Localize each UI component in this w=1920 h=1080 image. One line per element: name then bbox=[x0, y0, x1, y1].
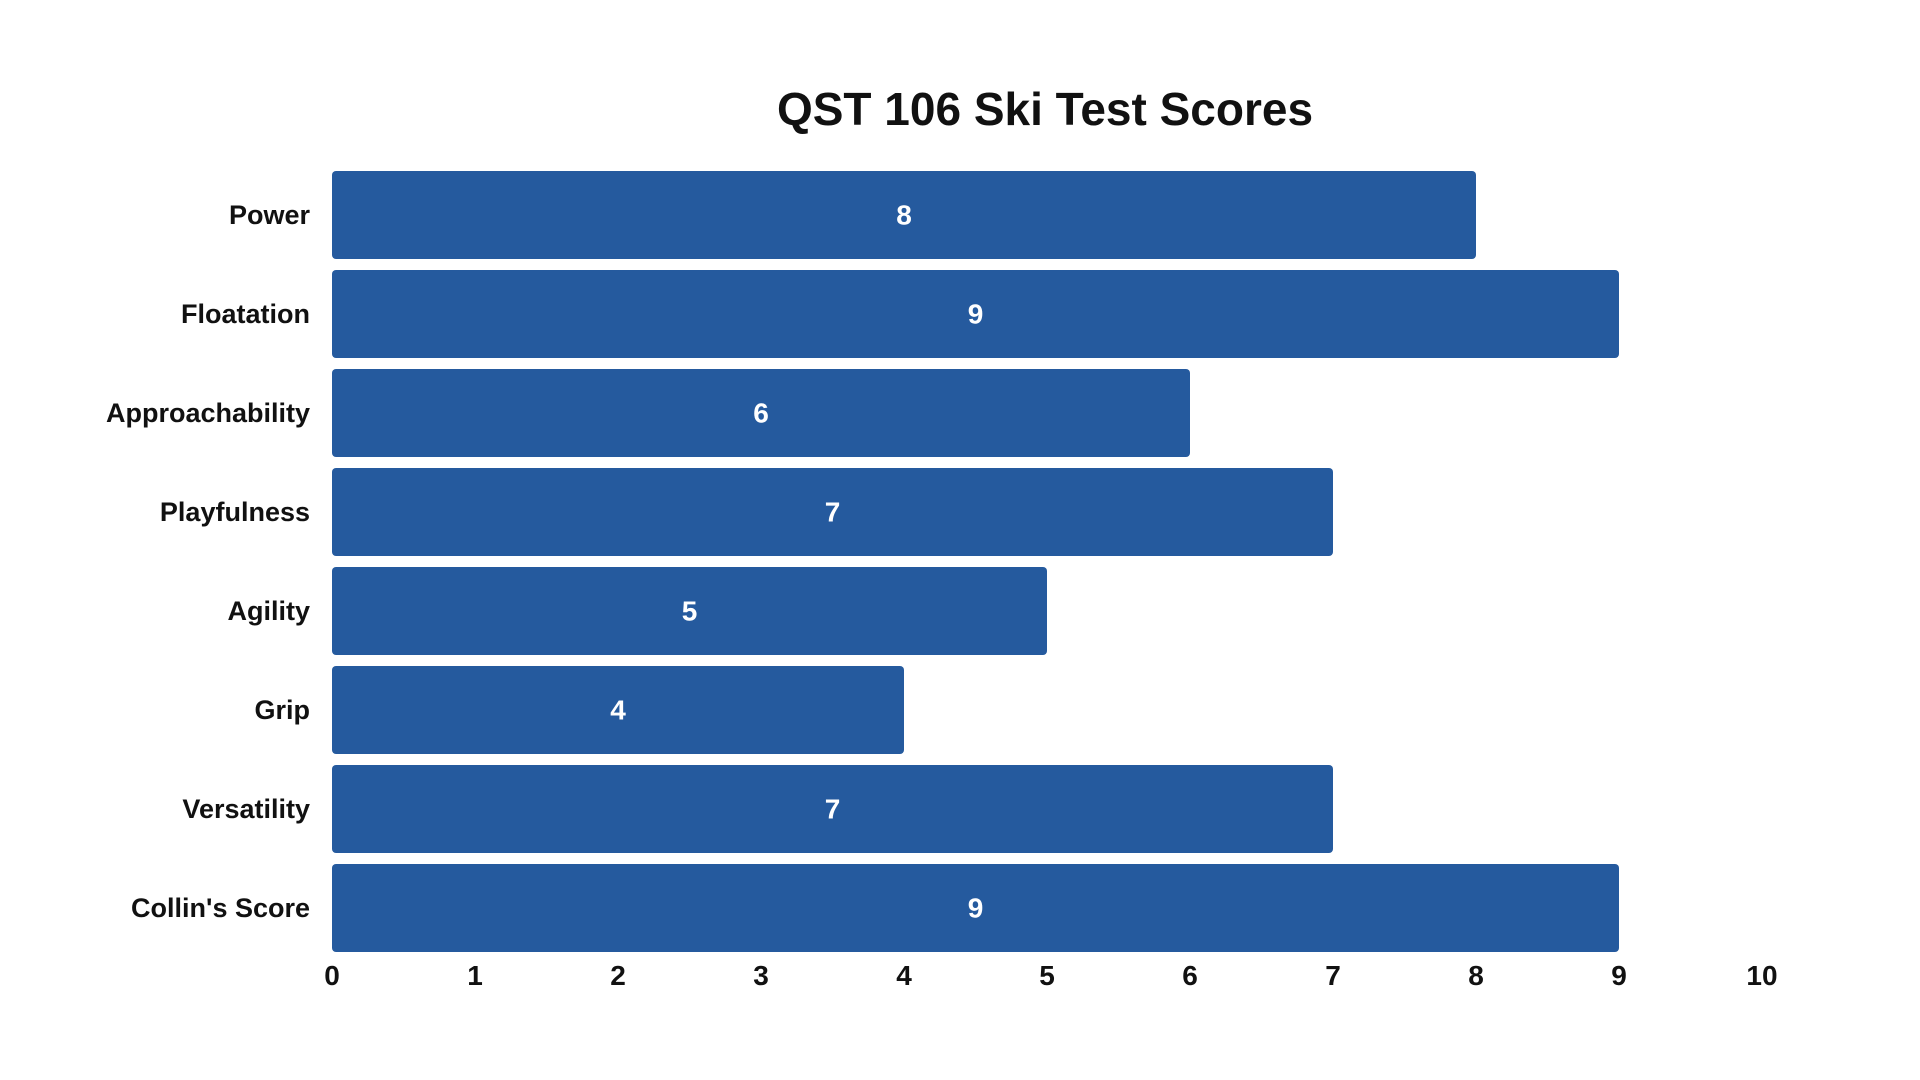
bar-collin-s-score bbox=[332, 864, 1619, 952]
chart-title: QST 106 Ski Test Scores bbox=[777, 83, 1313, 135]
x-tick-label-4: 4 bbox=[896, 960, 912, 991]
value-label-floatation: 9 bbox=[968, 299, 984, 330]
category-label-floatation: Floatation bbox=[181, 299, 310, 329]
x-tick-label-8: 8 bbox=[1468, 960, 1484, 991]
x-axis-ticks-group: 0 1 2 3 4 5 6 7 8 9 10 bbox=[324, 960, 1777, 991]
bar-grip bbox=[332, 666, 904, 754]
category-label-grip: Grip bbox=[254, 695, 310, 725]
value-label-agility: 5 bbox=[682, 596, 698, 627]
value-label-playfulness: 7 bbox=[825, 497, 841, 528]
bar-approachability bbox=[332, 369, 1190, 457]
x-tick-label-1: 1 bbox=[467, 960, 483, 991]
bar-floatation bbox=[332, 270, 1619, 358]
x-tick-label-6: 6 bbox=[1182, 960, 1198, 991]
category-label-approachability: Approachability bbox=[106, 398, 310, 428]
bar-agility bbox=[332, 567, 1047, 655]
x-tick-label-10: 10 bbox=[1746, 960, 1777, 991]
value-label-power: 8 bbox=[896, 200, 912, 231]
value-labels-group: 8 9 6 7 5 4 7 9 bbox=[610, 200, 983, 924]
bars-group bbox=[332, 171, 1619, 952]
category-label-playfulness: Playfulness bbox=[160, 497, 310, 527]
category-labels-group: Power Floatation Approachability Playfulnes… bbox=[106, 200, 311, 923]
bar-power bbox=[332, 171, 1476, 259]
x-tick-label-5: 5 bbox=[1039, 960, 1055, 991]
value-label-grip: 4 bbox=[610, 695, 626, 726]
x-tick-label-9: 9 bbox=[1611, 960, 1627, 991]
x-tick-label-0: 0 bbox=[324, 960, 340, 991]
category-label-agility: Agility bbox=[227, 596, 310, 626]
value-label-collin-s-score: 9 bbox=[968, 893, 984, 924]
x-tick-label-3: 3 bbox=[753, 960, 769, 991]
category-label-power: Power bbox=[229, 200, 311, 230]
category-label-collin-s-score: Collin's Score bbox=[131, 893, 310, 923]
category-label-versatility: Versatility bbox=[182, 794, 310, 824]
bar-versatility bbox=[332, 765, 1333, 853]
bar-playfulness bbox=[332, 468, 1333, 556]
value-label-versatility: 7 bbox=[825, 794, 841, 825]
x-tick-label-2: 2 bbox=[610, 960, 626, 991]
value-label-approachability: 6 bbox=[753, 398, 769, 429]
x-tick-label-7: 7 bbox=[1325, 960, 1341, 991]
